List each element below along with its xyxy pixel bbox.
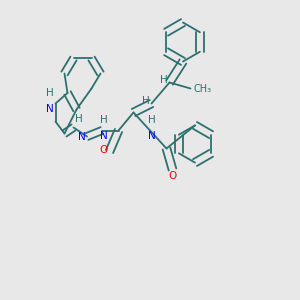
- Text: N: N: [100, 130, 107, 140]
- Text: H: H: [160, 75, 167, 85]
- Text: N: N: [46, 103, 54, 113]
- Text: H: H: [75, 114, 83, 124]
- Text: CH₃: CH₃: [194, 84, 211, 94]
- Text: O: O: [168, 171, 177, 181]
- Text: H: H: [46, 88, 54, 98]
- Text: H: H: [142, 96, 149, 106]
- Text: H: H: [148, 115, 155, 125]
- Text: N: N: [148, 130, 155, 140]
- Text: H: H: [100, 115, 107, 125]
- Text: N: N: [78, 131, 86, 142]
- Text: O: O: [100, 145, 108, 155]
